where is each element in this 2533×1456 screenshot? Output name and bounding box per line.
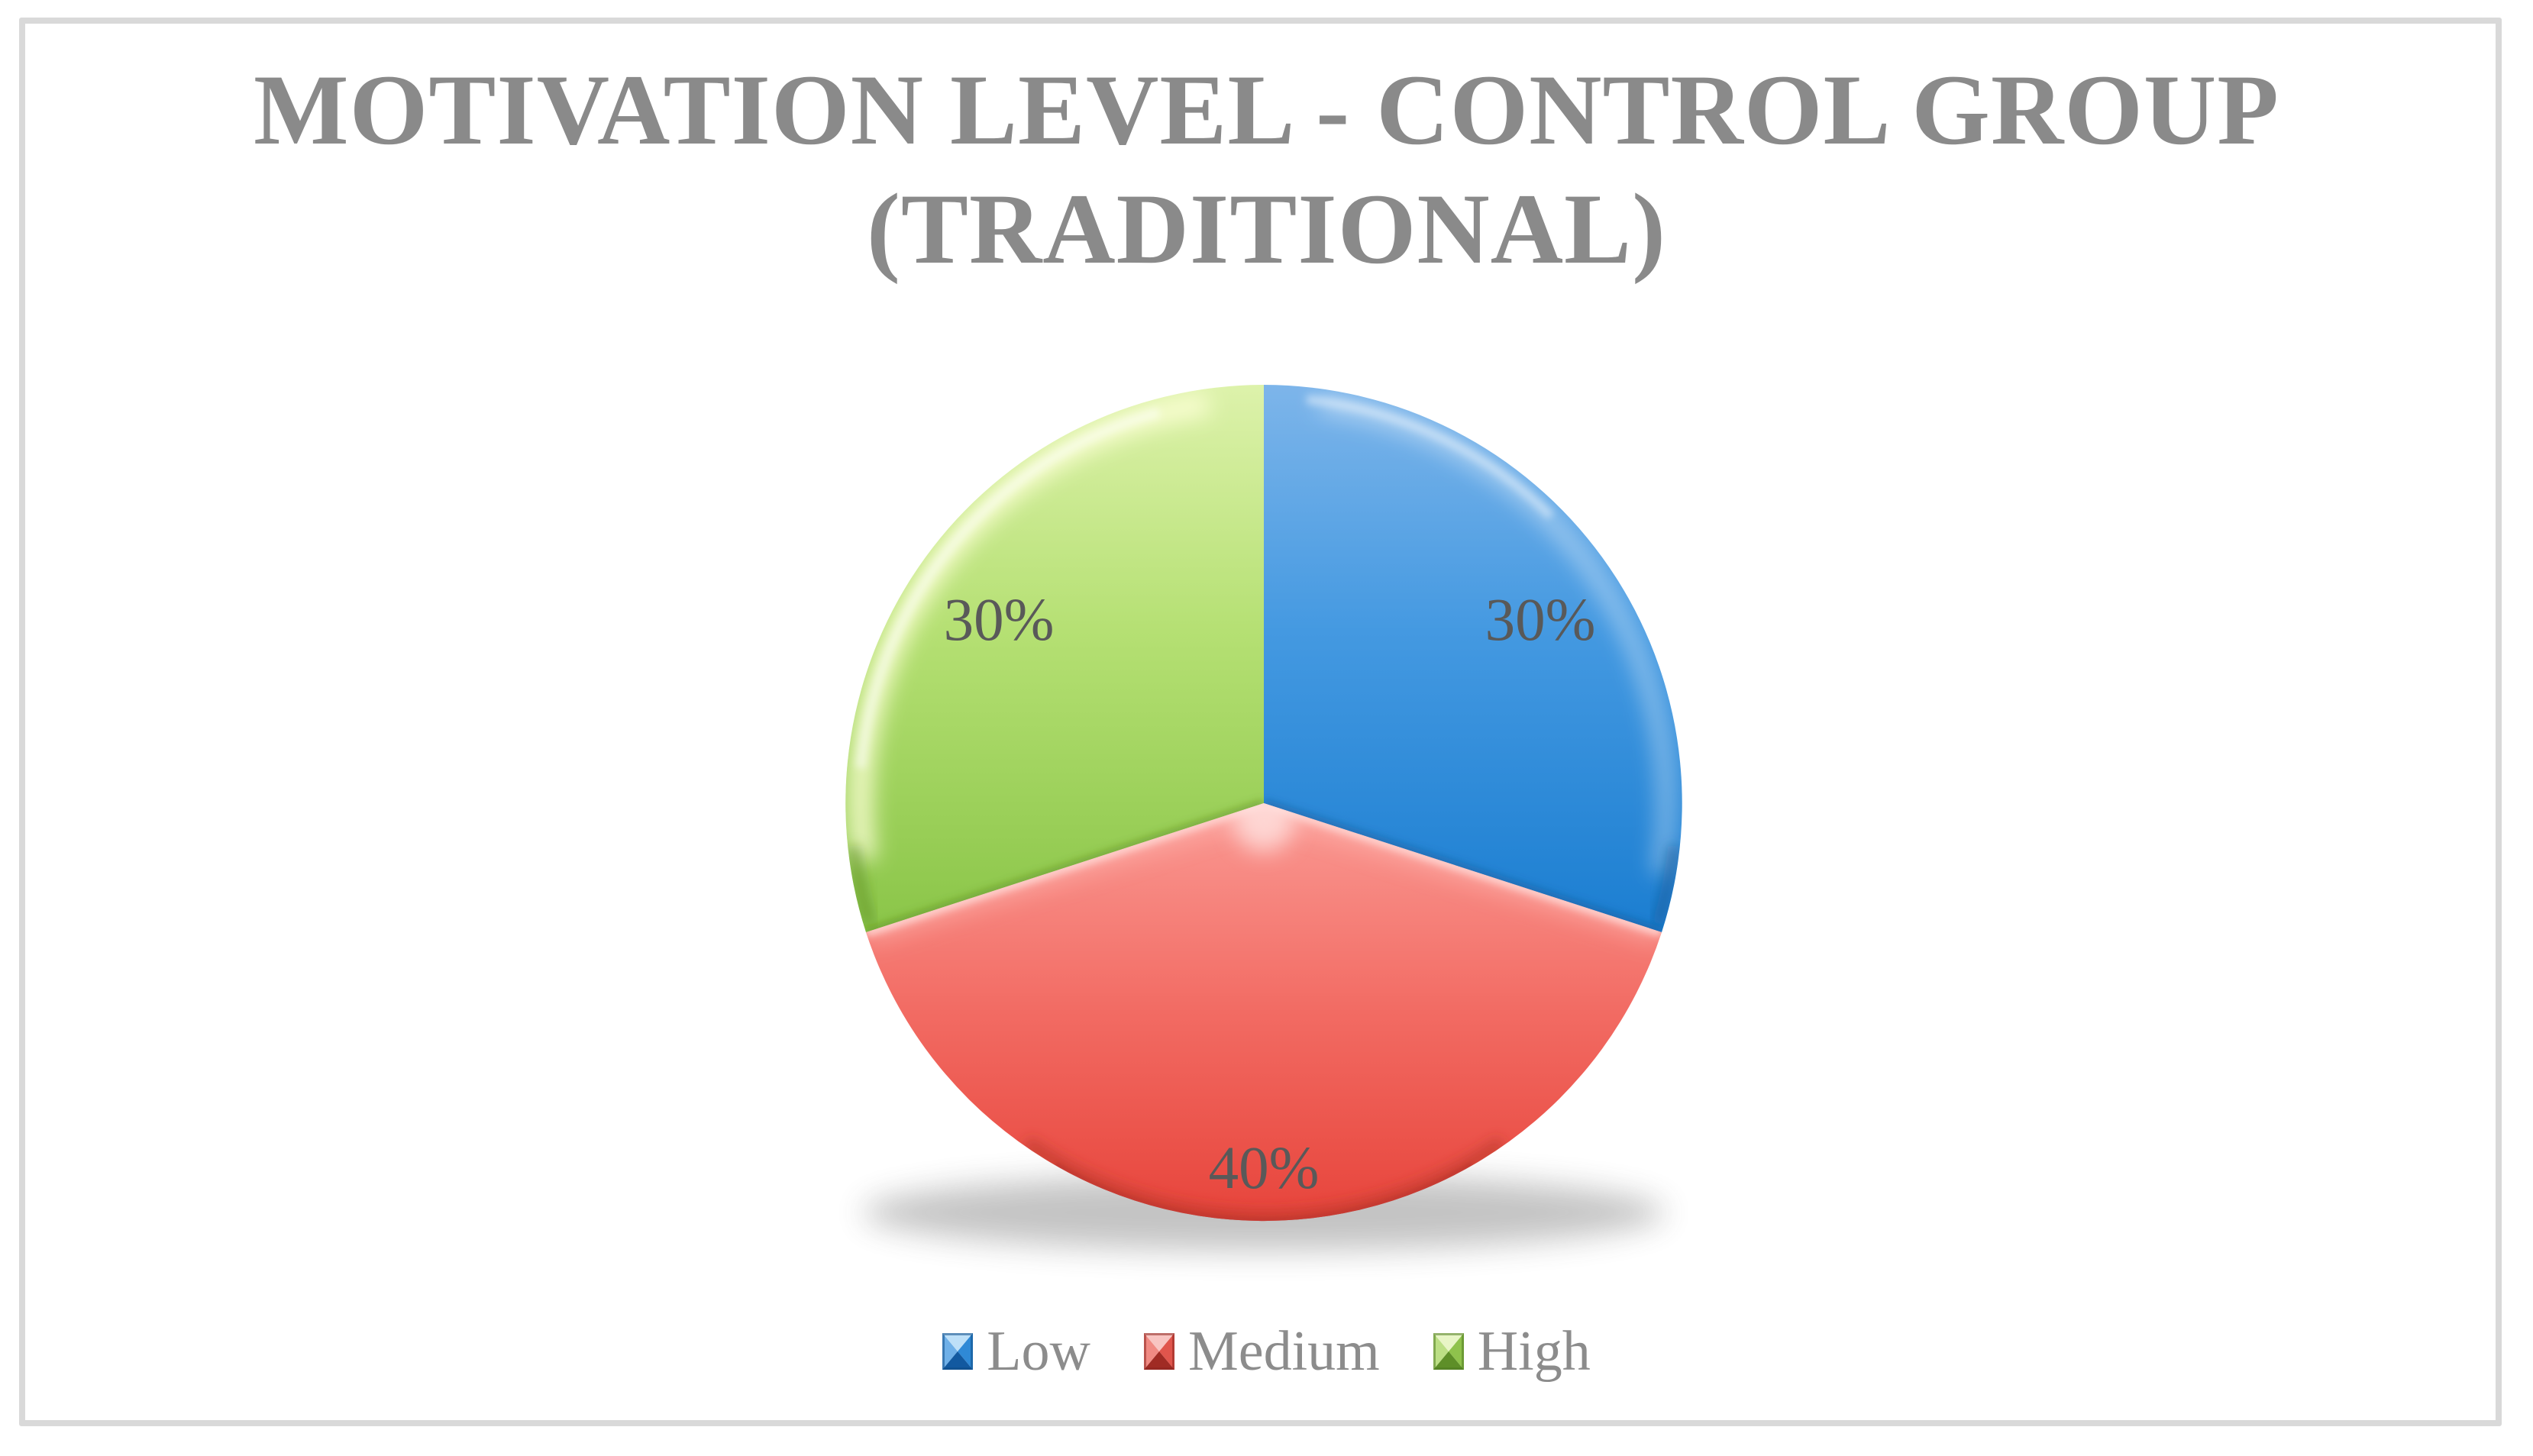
chart-title-line-1: MOTIVATION LEVEL - CONTROL GROUP [254, 53, 2279, 166]
pie-slice-high[interactable] [845, 385, 1264, 932]
data-label-low: 30% [1485, 587, 1596, 654]
legend-item-low[interactable]: Low [942, 1323, 1090, 1380]
legend-swatch-medium-icon [1143, 1333, 1174, 1370]
chart-title: MOTIVATION LEVEL - CONTROL GROUP (TRADIT… [0, 50, 2533, 289]
legend-label-medium: Medium [1187, 1320, 1380, 1383]
pie-slice-medium[interactable] [866, 803, 1662, 1222]
data-label-high: 30% [943, 587, 1055, 654]
chart-title-line-2: (TRADITIONAL) [866, 172, 1667, 285]
legend-item-high[interactable]: High [1433, 1323, 1591, 1380]
legend-item-medium[interactable]: Medium [1143, 1320, 1380, 1383]
legend-swatch-high-icon [1433, 1333, 1464, 1370]
legend-label-low: Low [987, 1320, 1090, 1383]
data-label-medium: 40% [1208, 1135, 1320, 1202]
pie-slice-low[interactable] [1264, 385, 1682, 932]
legend-swatch-low-icon [942, 1333, 974, 1370]
legend-label-high: High [1477, 1320, 1591, 1383]
chart-legend: Low Medium High [0, 1323, 2533, 1380]
